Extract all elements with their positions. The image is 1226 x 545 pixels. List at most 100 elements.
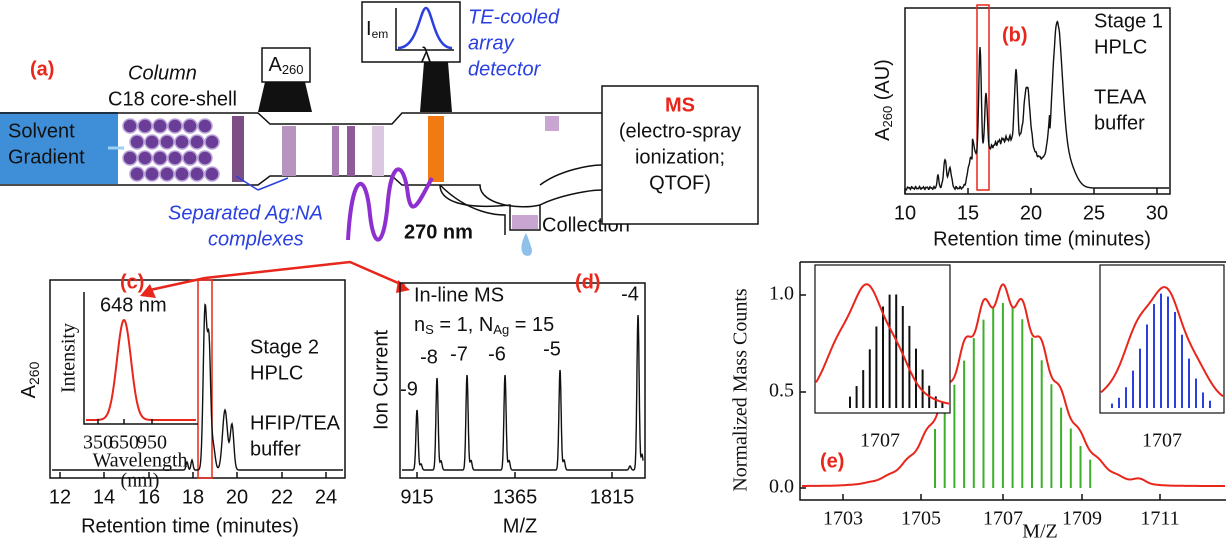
peak-label: -8 bbox=[420, 346, 438, 368]
iem: Iem bbox=[366, 18, 388, 41]
ms-text: QTOF) bbox=[649, 172, 711, 194]
peak-label: -4 bbox=[621, 283, 639, 305]
lambda: λ bbox=[421, 44, 431, 66]
band bbox=[232, 116, 244, 182]
excitation-wave bbox=[346, 167, 434, 242]
ms-title: MS bbox=[665, 94, 695, 116]
inset-axes bbox=[395, 8, 454, 51]
inset-axes bbox=[83, 292, 198, 425]
note: buffer bbox=[250, 438, 301, 460]
a260-box bbox=[261, 47, 311, 83]
x-tick-label: 1705 bbox=[901, 508, 941, 530]
array-detector bbox=[420, 62, 452, 112]
x-label: Retention time (minutes) bbox=[81, 515, 299, 537]
x-tick-label: 25 bbox=[1083, 202, 1105, 224]
a260-sub: 260 bbox=[282, 62, 304, 77]
y-label: Normalized Mass Counts bbox=[730, 288, 752, 492]
solvent-text: Solvent bbox=[8, 120, 75, 142]
param-sub: S bbox=[425, 322, 434, 337]
y-label: A260 bbox=[18, 361, 41, 398]
bead bbox=[182, 118, 198, 134]
axes-e bbox=[799, 261, 1226, 501]
x-tick-label: 18 bbox=[182, 486, 204, 508]
a260-base: A bbox=[268, 54, 282, 76]
bead bbox=[129, 134, 145, 150]
inset-bars bbox=[1111, 293, 1211, 408]
iem-base: I bbox=[366, 18, 372, 40]
note: Stage 2 bbox=[250, 336, 319, 358]
peak-label: -5 bbox=[543, 338, 561, 360]
y-tick-label: 0.5 bbox=[769, 380, 794, 402]
x-tick-label: 915 bbox=[400, 486, 433, 508]
trace bbox=[402, 314, 644, 471]
y-label-sub: 260 bbox=[880, 106, 895, 128]
note: HPLC bbox=[250, 362, 303, 384]
column-type: C18 core-shell bbox=[108, 88, 237, 110]
band bbox=[282, 126, 296, 176]
x-label: M/Z bbox=[503, 515, 537, 537]
iem-sub: em bbox=[372, 27, 389, 41]
bead bbox=[144, 134, 160, 150]
x-tick-label: 1709 bbox=[1062, 508, 1102, 530]
note: buffer bbox=[1094, 112, 1145, 134]
spectrum-inset bbox=[361, 1, 461, 63]
x-tick-label: 1815 bbox=[590, 486, 635, 508]
x-tick-label: 20 bbox=[1020, 202, 1042, 224]
y-label-sub: 260 bbox=[26, 361, 42, 385]
ms-text: (electro-spray bbox=[619, 120, 741, 142]
y-tick-label: 0.0 bbox=[769, 476, 794, 498]
bead bbox=[137, 150, 153, 166]
x-tick-label: 650 bbox=[109, 432, 139, 454]
y-label: A260 (AU) bbox=[872, 59, 895, 141]
y-label-rest: (AU) bbox=[872, 59, 894, 106]
split bbox=[439, 164, 603, 235]
column-label: Column bbox=[128, 62, 197, 84]
x-label: Retention time (minutes) bbox=[933, 228, 1151, 250]
x-tick-label: 950 bbox=[137, 432, 167, 454]
x-tick-label: 1707 bbox=[983, 508, 1023, 530]
bead bbox=[144, 166, 160, 182]
panel-c: (c) 648 nm Intensity Wavelength (nm) Sta… bbox=[18, 260, 410, 537]
axes-c bbox=[49, 279, 346, 479]
bead bbox=[197, 118, 213, 134]
bead bbox=[167, 150, 183, 166]
bead bbox=[159, 166, 175, 182]
bead bbox=[189, 134, 205, 150]
inset-peak bbox=[397, 6, 453, 50]
peak-label: 648 nm bbox=[100, 294, 167, 316]
y-tick-label: 1.0 bbox=[769, 283, 794, 305]
x-tick-label: 20 bbox=[226, 486, 248, 508]
isotope-bars bbox=[934, 303, 1092, 488]
collected-band bbox=[512, 215, 538, 229]
detector-text: TE-cooled bbox=[468, 6, 560, 28]
x-tick-label: 16 bbox=[138, 486, 160, 508]
x-tick-label: 24 bbox=[315, 486, 337, 508]
arrows bbox=[149, 260, 406, 292]
band bbox=[347, 126, 355, 176]
detector-text: array bbox=[468, 32, 515, 54]
peak-label: -6 bbox=[488, 343, 506, 365]
trace bbox=[52, 303, 343, 471]
bead bbox=[189, 166, 205, 182]
x-label: M/Z bbox=[1022, 521, 1058, 543]
note: TEAA bbox=[1094, 86, 1147, 108]
separated-text: Separated Ag:NA bbox=[168, 202, 323, 224]
bead bbox=[129, 166, 145, 182]
bead bbox=[182, 150, 198, 166]
axes-d bbox=[399, 282, 646, 479]
inset-x-label: Wavelength bbox=[92, 450, 187, 472]
ms-title: In-line MS bbox=[414, 284, 504, 306]
bead bbox=[137, 118, 153, 134]
bead bbox=[122, 150, 138, 166]
flow-cell bbox=[0, 112, 602, 231]
band bbox=[545, 116, 559, 131]
x-tick-label: 10 bbox=[894, 202, 916, 224]
inset-envelope bbox=[815, 283, 949, 405]
detector-text: detector bbox=[468, 58, 542, 80]
bead bbox=[174, 166, 190, 182]
band bbox=[372, 126, 384, 176]
x-tick-label: 15 bbox=[957, 202, 979, 224]
x-tick-label: 1711 bbox=[1140, 508, 1179, 530]
bead bbox=[197, 150, 213, 166]
x-tick-label: 1365 bbox=[493, 486, 538, 508]
